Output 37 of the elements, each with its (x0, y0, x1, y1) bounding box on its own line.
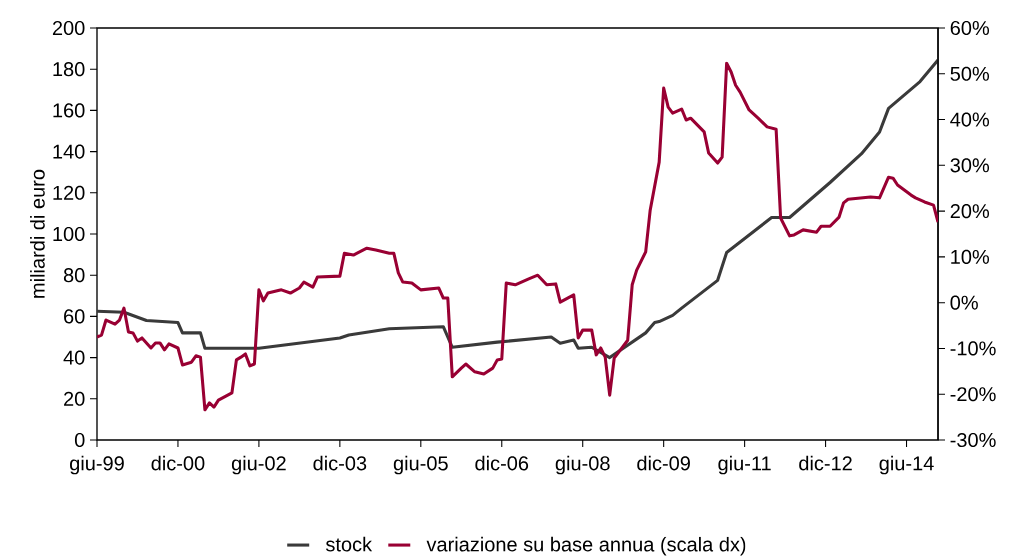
y2-tick-label: -10% (950, 341, 996, 356)
x-tick-label: dic-12 (799, 455, 852, 471)
y-axis-title: miliardi di euro (30, 169, 45, 298)
line-series (97, 58, 939, 360)
x-tick-label: dic-09 (637, 455, 690, 471)
x-tick-label: dic-00 (151, 455, 205, 471)
x-tick-label: giu-11 (718, 455, 771, 475)
x-tick-label: giu-05 (393, 455, 448, 475)
y-tick-label: 60 (64, 309, 85, 324)
y2-tick-label: -30% (950, 432, 996, 448)
y2-tick-label: -20% (950, 387, 996, 402)
y-tick-label: 100 (53, 226, 85, 242)
x-tick-label: giu-14 (879, 455, 934, 475)
y2-tick-label: 0% (950, 295, 978, 310)
y-tick-label: 140 (53, 144, 85, 159)
y2-tick-label: 60% (950, 20, 990, 36)
legend-label: stock (325, 536, 373, 552)
y-tick-label: 120 (53, 185, 85, 200)
x-tick-label: giu-02 (231, 455, 286, 475)
y2-tick-label: 20% (950, 204, 990, 219)
y2-tick-label: 30% (950, 158, 990, 173)
y2-tick-label: 50% (950, 66, 990, 81)
x-tick-label: dic-06 (475, 455, 529, 471)
y-tick-label: 160 (53, 103, 85, 118)
y2-tick-label: 10% (951, 249, 990, 264)
legend-label: variazione su base annua (scala dx) (426, 536, 746, 556)
y2-tick-label: 40% (950, 112, 990, 127)
x-tick-label: dic-03 (313, 455, 367, 471)
line-series (97, 61, 939, 412)
x-tick-label: giu-08 (555, 455, 610, 475)
y-tick-label: 40 (63, 350, 85, 365)
y-tick-label: 180 (53, 62, 85, 77)
y-tick-label: 80 (63, 268, 85, 283)
y-tick-label: 20 (64, 391, 85, 406)
y-tick-label: 0 (74, 432, 85, 448)
x-tick-label: giu-99 (70, 455, 124, 475)
y-tick-label: 200 (52, 20, 85, 36)
